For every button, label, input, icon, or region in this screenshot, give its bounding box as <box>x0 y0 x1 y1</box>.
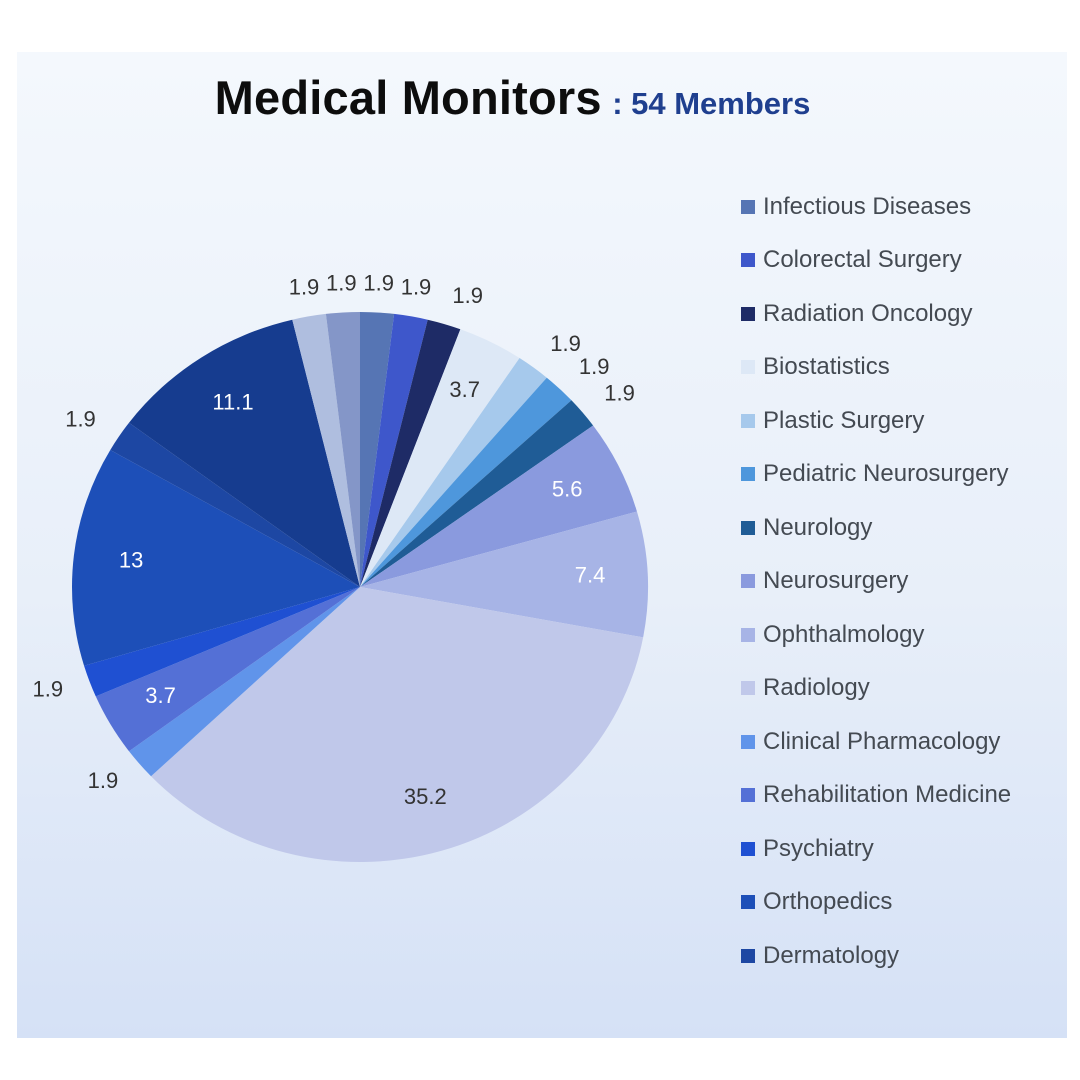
pie-slice <box>72 450 360 666</box>
legend-label: Colorectal Surgery <box>763 246 962 274</box>
slice-value-label: 1.9 <box>289 275 320 300</box>
legend-swatch <box>741 681 755 696</box>
legend-label: Biostatistics <box>763 353 890 381</box>
pie-slice <box>292 313 360 587</box>
pie-slice <box>325 312 360 587</box>
legend-swatch <box>741 253 755 268</box>
legend-swatch <box>741 948 755 963</box>
pie-slice <box>110 422 360 587</box>
legend-label: Ophthalmology <box>763 620 925 648</box>
slice-value-label: 1.9 <box>65 407 96 432</box>
slice-value-label: 3.7 <box>449 377 480 402</box>
chart-subtitle: : 54 Members <box>612 86 811 121</box>
legend-label: Infectious Diseases <box>763 192 972 220</box>
pie-slice <box>360 511 649 638</box>
chart-legend: Infectious Diseases Colorectal Surgery Rad… <box>741 180 1071 983</box>
pie-slice <box>360 400 594 587</box>
slice-value-label: 11.1 <box>212 389 253 414</box>
pie-slice <box>129 319 360 587</box>
legend-swatch <box>741 895 755 910</box>
legend-label: Plastic Surgery <box>763 406 925 434</box>
legend-swatch <box>741 788 755 803</box>
pie-slice <box>151 587 644 862</box>
pie-slice <box>95 587 361 752</box>
pie-slice <box>360 313 428 587</box>
legend-item: Neurology <box>741 501 1071 555</box>
legend-label: Orthopedics <box>763 888 893 916</box>
slice-value-label: 1.9 <box>33 677 64 702</box>
legend-label: Dermatology <box>763 941 900 969</box>
legend-label: Psychiatry <box>763 834 874 862</box>
legend-label: Radiation Oncology <box>763 299 973 327</box>
legend-item: Plastic Surgery <box>741 394 1071 448</box>
pie-slice <box>360 319 461 587</box>
legend-swatch <box>741 467 755 482</box>
legend-swatch <box>741 627 755 642</box>
legend-item: Psychiatry <box>741 822 1071 876</box>
legend-label: Neurosurgery <box>763 567 909 595</box>
legend-swatch <box>741 413 755 428</box>
slice-value-label: 13 <box>119 547 143 572</box>
legend-item: Biostatistics <box>741 341 1071 395</box>
legend-item: Rehabilitation Medicine <box>741 769 1071 823</box>
slice-value-label: 7.4 <box>575 563 606 588</box>
pie-slice <box>360 377 572 587</box>
legend-item: Orthopedics <box>741 876 1071 930</box>
pie-slice <box>360 329 520 587</box>
legend-item: Clinical Pharmacology <box>741 715 1071 769</box>
slice-value-label: 1.9 <box>452 283 483 308</box>
slice-value-label: 1.9 <box>550 331 581 356</box>
slice-value-label: 1.9 <box>604 381 635 406</box>
slice-value-label: 1.9 <box>579 354 610 379</box>
slice-value-label: 1.9 <box>401 275 432 300</box>
legend-label: Clinical Pharmacology <box>763 727 1001 755</box>
legend-label: Neurology <box>763 513 873 541</box>
pie-slice <box>360 312 395 587</box>
slice-value-label: 1.9 <box>88 768 119 793</box>
legend-swatch <box>741 199 755 214</box>
slice-value-label: 5.6 <box>552 477 583 502</box>
slice-value-label: 1.9 <box>326 270 357 295</box>
legend-item: Neurosurgery <box>741 555 1071 609</box>
pie-slice <box>360 358 547 587</box>
legend-label: Rehabilitation Medicine <box>763 781 1012 809</box>
legend-item: Colorectal Surgery <box>741 234 1071 288</box>
legend-label: Pediatric Neurosurgery <box>763 460 1009 488</box>
legend-item: Infectious Diseases <box>741 180 1071 234</box>
legend-swatch <box>741 734 755 749</box>
pie-slice <box>129 587 360 777</box>
chart-header: Medical Monitors : 54 Members <box>0 70 1025 125</box>
slice-value-label: 3.7 <box>145 683 176 708</box>
legend-swatch <box>741 360 755 375</box>
slice-value-label: 35.2 <box>404 784 447 809</box>
legend-item: Dermatology <box>741 929 1071 983</box>
legend-swatch <box>741 520 755 535</box>
legend-item: Radiology <box>741 662 1071 716</box>
legend-swatch <box>741 306 755 321</box>
pie-slice <box>84 587 360 697</box>
legend-swatch <box>741 841 755 856</box>
legend-label: Radiology <box>763 674 870 702</box>
pie-slice <box>360 425 637 587</box>
legend-swatch <box>741 574 755 589</box>
legend-item: Pediatric Neurosurgery <box>741 448 1071 502</box>
legend-item: Ophthalmology <box>741 608 1071 662</box>
slice-value-label: 1.9 <box>363 270 394 295</box>
chart-title: Medical Monitors <box>214 71 602 124</box>
legend-item: Radiation Oncology <box>741 287 1071 341</box>
